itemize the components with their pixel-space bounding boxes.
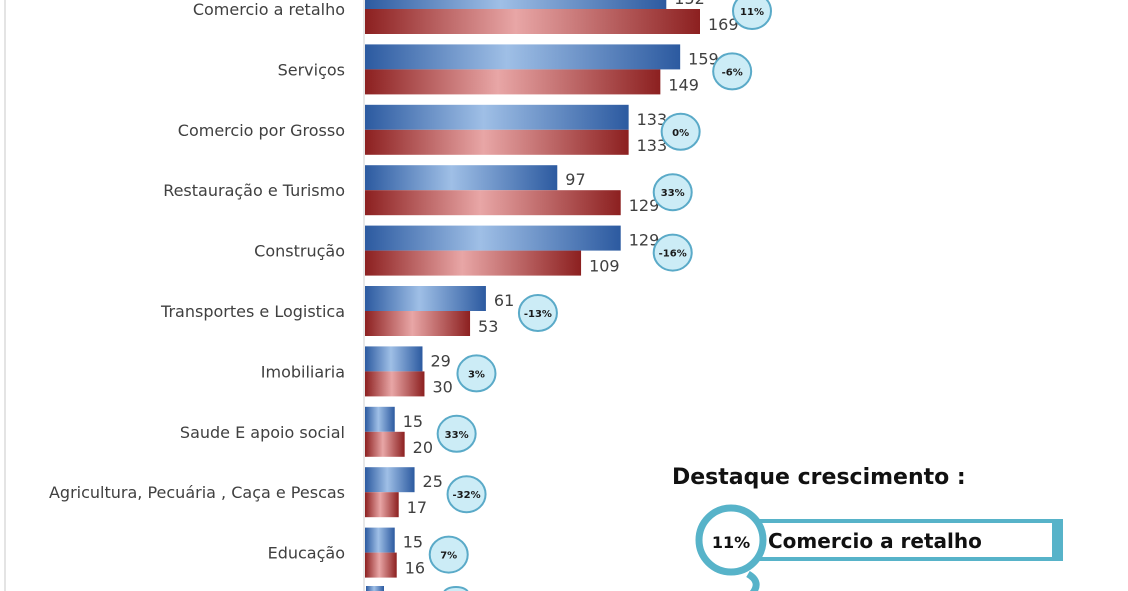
bar-series-a (365, 467, 415, 493)
bar-series-a (365, 286, 486, 311)
value-label-series-a: 159 (688, 49, 719, 68)
value-label-series-a: 97 (565, 170, 585, 189)
change-badge-label: -13% (524, 309, 552, 320)
bar-series-a (365, 0, 667, 9)
change-badge (652, 173, 693, 212)
bar-series-b (365, 492, 399, 518)
highlight-item-label-bg (752, 523, 1052, 557)
category-label: Serviços (278, 60, 345, 79)
category-label: Educação (268, 544, 345, 563)
category-label: Imobiliaria (261, 362, 345, 381)
value-label-series-b: 169 (708, 15, 739, 34)
value-label-series-b: 17 (407, 498, 427, 517)
value-label-series-a: 25 (423, 472, 443, 491)
value-label-series-b: 53 (478, 317, 498, 336)
change-badge-label: 3% (468, 369, 485, 380)
change-badge-label: -16% (659, 249, 687, 260)
bar-series-b (365, 552, 397, 578)
bars-layer: Comercio a retalho15216911%Serviços15914… (49, 0, 772, 578)
change-badge-label: 33% (661, 188, 685, 199)
highlight-item-name: Comercio a retalho (768, 529, 982, 553)
highlight-item: 11% Comercio a retalho (695, 504, 1063, 576)
bar-series-a (365, 527, 395, 553)
partial-badge-cut-off (443, 586, 469, 591)
value-label-series-a: 152 (674, 0, 705, 8)
highlight-item-pct: 11% (712, 533, 750, 552)
value-label-series-a: 15 (403, 533, 423, 552)
change-badge (652, 233, 693, 272)
category-group: Transportes e Logistica 61 53 -13% (160, 286, 558, 336)
category-group: Comercio por Grosso 133 133 0% (178, 104, 701, 155)
bar-series-b (365, 311, 471, 336)
highlight-title: Destaque crescimento : (672, 465, 966, 490)
bar-series-b (365, 69, 661, 95)
bar-series-a (365, 346, 423, 372)
bar-series-a (365, 104, 629, 130)
change-badge-label: 7% (440, 551, 457, 562)
bar-series-b (365, 190, 621, 216)
value-label-series-b: 20 (413, 438, 433, 457)
category-group: Serviços 159 149 -6% (278, 44, 753, 95)
highlight-item-ring (695, 504, 767, 576)
category-label: Transportes e Logistica (160, 302, 345, 321)
change-badge (517, 294, 558, 332)
category-label: Restauração e Turismo (163, 181, 345, 200)
bar-series-b (365, 129, 629, 155)
change-badge (456, 354, 497, 393)
change-badge-label: 33% (445, 430, 469, 441)
highlight-connector (746, 570, 760, 591)
change-badge (660, 112, 701, 151)
highlight-panel: Destaque crescimento : 11% Comercio a re… (672, 465, 1063, 591)
bar-series-b (365, 371, 425, 397)
value-label-series-b: 149 (668, 75, 699, 94)
change-badge-label: 11% (740, 7, 764, 18)
category-group: Imobiliaria 29 30 3% (261, 346, 497, 397)
value-label-series-a: 133 (637, 110, 668, 129)
bar-series-b (365, 9, 700, 34)
value-label-series-b: 133 (637, 136, 668, 155)
category-label: Saude E apoio social (180, 423, 345, 442)
bar-series-a (365, 406, 395, 432)
category-label: Comercio a retalho (193, 0, 345, 19)
bar-series-b (365, 250, 582, 276)
value-label-series-a: 29 (430, 351, 450, 370)
category-group: Construção 129 109 -16% (254, 225, 693, 276)
change-badge (446, 475, 487, 514)
change-badge (436, 414, 477, 453)
change-badge-label: -32% (453, 490, 481, 501)
category-label: Comercio por Grosso (178, 121, 345, 140)
category-group: Comercio a retalho 15216911% (193, 0, 772, 34)
partial-bar-cut-off (366, 586, 384, 591)
bar-series-a (365, 225, 621, 251)
change-badge-label: -6% (722, 67, 743, 78)
value-label-series-b: 30 (432, 377, 452, 396)
category-label: Agricultura, Pecuária , Caça e Pescas (49, 483, 345, 502)
change-badge-label: 0% (672, 128, 689, 139)
value-label-series-b: 16 (405, 559, 425, 578)
change-badge (428, 535, 469, 574)
value-label-series-b: 109 (589, 257, 620, 276)
change-badge (712, 52, 753, 91)
bar-series-b (365, 431, 405, 457)
bar-series-a (365, 44, 681, 70)
category-group: Saude E apoio social 15 20 33% (180, 406, 477, 457)
value-label-series-a: 15 (403, 412, 423, 431)
change-badge (732, 0, 772, 30)
category-label: Construção (254, 242, 345, 261)
value-label-series-b: 129 (629, 196, 660, 215)
bar-series-a (365, 165, 558, 191)
value-label-series-a: 61 (494, 291, 514, 310)
category-group: Educação 15 16 7% (268, 527, 469, 578)
category-group: Agricultura, Pecuária , Caça e Pescas 25 1… (49, 467, 487, 518)
value-label-series-a: 129 (629, 231, 660, 250)
